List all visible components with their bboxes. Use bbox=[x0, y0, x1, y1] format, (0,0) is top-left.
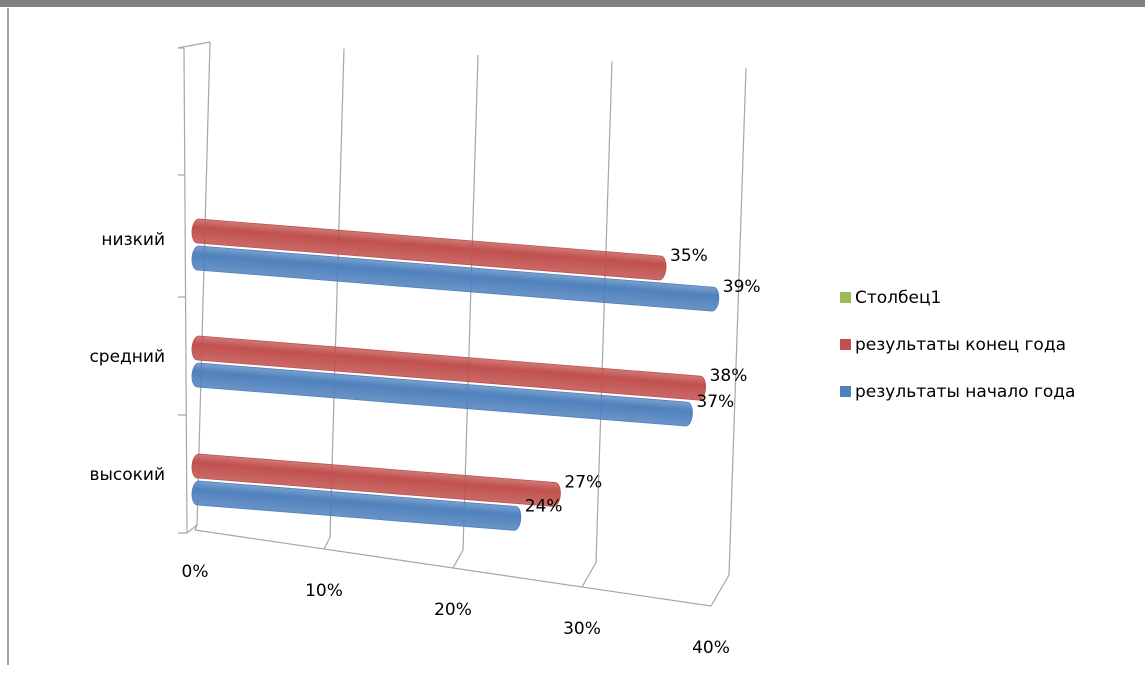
grid-line bbox=[323, 48, 345, 550]
side-axis bbox=[183, 47, 188, 534]
bar bbox=[191, 480, 522, 531]
legend-swatch bbox=[840, 386, 851, 397]
value-label: 39% bbox=[723, 277, 761, 297]
legend-label: результаты конец года bbox=[855, 335, 1066, 355]
legend-label: результаты начало года bbox=[855, 382, 1075, 402]
value-label: 27% bbox=[564, 473, 602, 493]
grid-line bbox=[710, 67, 747, 607]
value-label: 24% bbox=[525, 496, 563, 516]
x-tick-label: 20% bbox=[434, 600, 472, 620]
x-tick-label: 0% bbox=[182, 562, 209, 582]
y-tick-label: средний bbox=[89, 347, 165, 367]
bar bbox=[191, 362, 693, 427]
grid-line bbox=[194, 41, 211, 531]
grid-line bbox=[452, 54, 479, 569]
bar bbox=[191, 218, 667, 281]
x-tick-label: 30% bbox=[563, 619, 601, 639]
y-tick-label: низкий bbox=[101, 230, 165, 250]
legend-label: Столбец1 bbox=[855, 288, 941, 308]
bar bbox=[191, 453, 561, 507]
x-tick-label: 40% bbox=[692, 638, 730, 658]
value-label: 35% bbox=[670, 246, 708, 266]
floor-edge bbox=[194, 529, 712, 607]
value-label: 38% bbox=[710, 366, 748, 386]
bar bbox=[191, 245, 720, 312]
legend-swatch bbox=[840, 292, 851, 303]
wall-edge bbox=[177, 41, 211, 49]
wall-edge bbox=[186, 524, 198, 534]
legend-swatch bbox=[840, 339, 851, 350]
chart-walls bbox=[177, 41, 211, 534]
y-tick-label: высокий bbox=[89, 465, 165, 485]
value-label: 37% bbox=[696, 392, 734, 412]
top-border bbox=[0, 0, 1145, 7]
x-tick-label: 10% bbox=[305, 581, 343, 601]
bar bbox=[191, 335, 707, 401]
legend: Столбец1 результаты конец года результаты … bbox=[840, 288, 1075, 402]
grid-line bbox=[581, 61, 613, 588]
